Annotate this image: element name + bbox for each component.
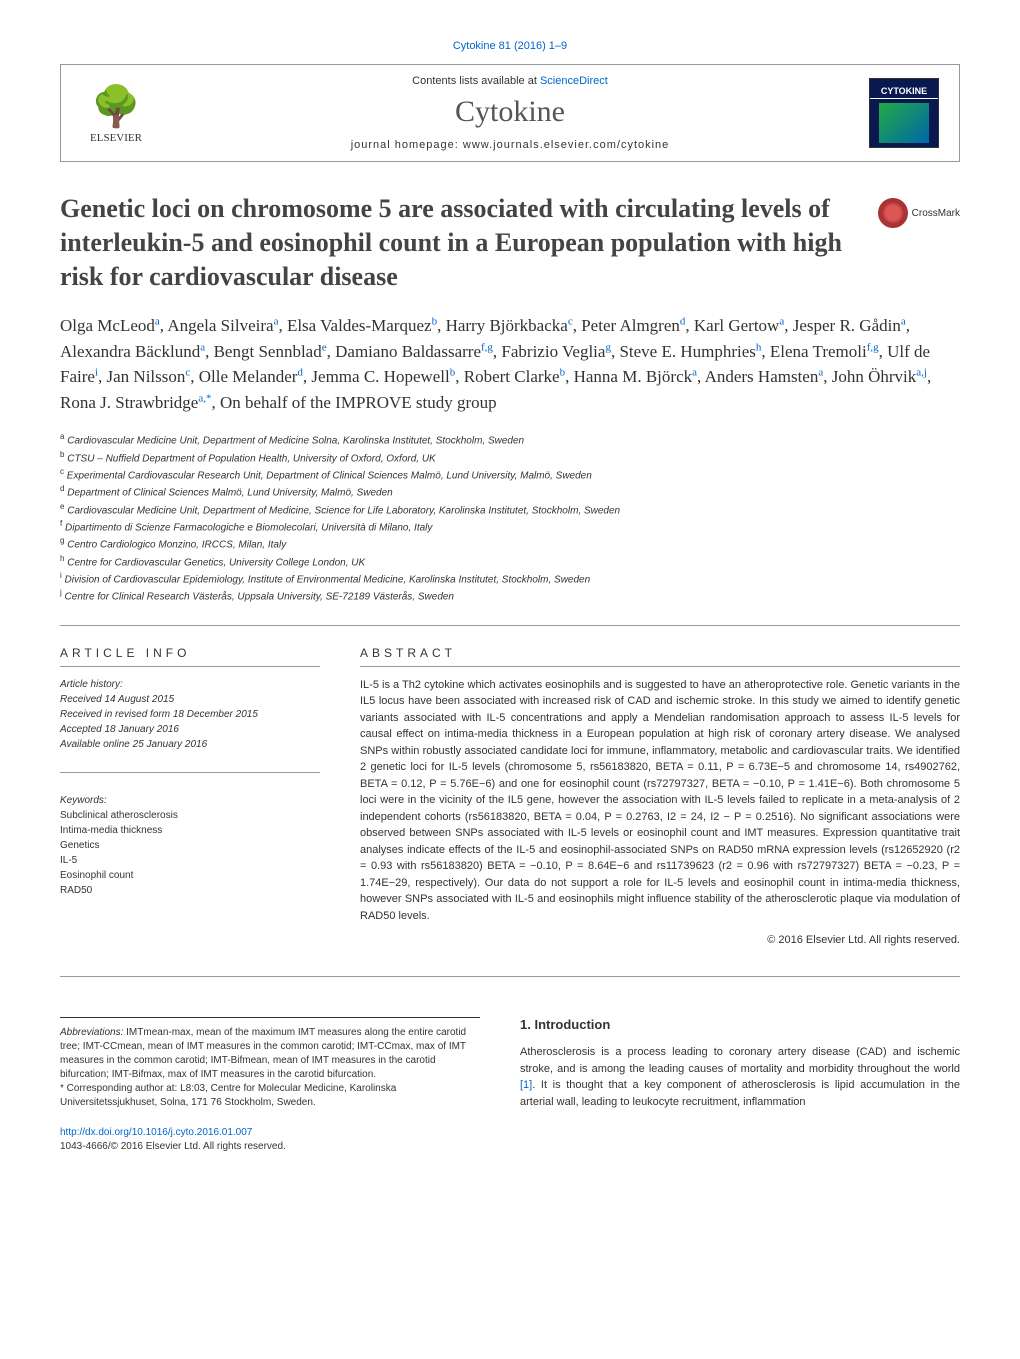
title-row: Genetic loci on chromosome 5 are associa… [60,192,960,293]
footer-right-column: 1. Introduction Atherosclerosis is a pro… [520,1017,960,1154]
keyword: Intima-media thickness [60,823,320,838]
keyword: Subclinical atherosclerosis [60,808,320,823]
homepage-label: journal homepage: [351,139,463,151]
keyword: IL-5 [60,853,320,868]
keyword: RAD50 [60,883,320,898]
abbreviations-block: Abbreviations: IMTmean-max, mean of the … [60,1026,480,1082]
abstract-copyright: © 2016 Elsevier Ltd. All rights reserved… [360,934,960,946]
keyword: Eosinophil count [60,868,320,883]
divider [60,772,320,773]
crossmark-badge[interactable]: CrossMark [878,198,960,228]
abbrev-label: Abbreviations: [60,1027,123,1038]
doi-link[interactable]: http://dx.doi.org/10.1016/j.cyto.2016.01… [60,1126,480,1140]
article-history: Article history: Received 14 August 2015… [60,677,320,752]
abstract-text: IL-5 is a Th2 cytokine which activates e… [360,677,960,925]
info-abstract-row: ARTICLE INFO Article history: Received 1… [60,646,960,947]
elsevier-tree-icon: 🌳 [91,83,141,130]
journal-header-box: 🌳 ELSEVIER Contents lists available at S… [60,64,960,162]
article-info-column: ARTICLE INFO Article history: Received 1… [60,646,320,947]
keywords-label: Keywords: [60,793,320,808]
history-label: Article history: [60,677,320,692]
cytokine-cover-icon: CYTOKINE [869,78,939,148]
article-title: Genetic loci on chromosome 5 are associa… [60,192,858,293]
history-line: Available online 25 January 2016 [60,737,320,752]
keywords-block: Keywords: Subclinical atherosclerosis In… [60,793,320,898]
intro-text: Atherosclerosis is a process leading to … [520,1044,960,1110]
elsevier-text: ELSEVIER [90,132,142,144]
abstract-header: ABSTRACT [360,646,960,667]
history-line: Received in revised form 18 December 201… [60,707,320,722]
footer-left-column: Abbreviations: IMTmean-max, mean of the … [60,1017,480,1154]
citation-line: Cytokine 81 (2016) 1–9 [60,40,960,52]
footer-row: Abbreviations: IMTmean-max, mean of the … [60,1017,960,1154]
crossmark-icon [878,198,908,228]
elsevier-logo: 🌳 ELSEVIER [81,78,151,148]
cytokine-badge-text: CYTOKINE [870,84,938,99]
homepage-url[interactable]: www.journals.elsevier.com/cytokine [463,139,669,151]
contents-line: Contents lists available at ScienceDirec… [151,75,869,87]
article-info-header: ARTICLE INFO [60,646,320,667]
journal-name: Cytokine [151,95,869,129]
sciencedirect-link[interactable]: ScienceDirect [540,75,608,87]
contents-label: Contents lists available at [412,75,540,87]
corresponding-author: * Corresponding author at: L8:03, Centre… [60,1082,480,1110]
header-center: Contents lists available at ScienceDirec… [151,75,869,151]
abstract-column: ABSTRACT IL-5 is a Th2 cytokine which ac… [360,646,960,947]
history-line: Accepted 18 January 2016 [60,722,320,737]
authors-list: Olga McLeoda, Angela Silveiraa, Elsa Val… [60,313,960,415]
journal-homepage: journal homepage: www.journals.elsevier.… [151,139,869,151]
cytokine-cover-image [879,103,929,143]
affiliations-list: a Cardiovascular Medicine Unit, Departme… [60,431,960,604]
issn-line: 1043-4666/© 2016 Elsevier Ltd. All right… [60,1140,480,1154]
crossmark-label: CrossMark [912,208,960,219]
intro-header: 1. Introduction [520,1017,960,1032]
keyword: Genetics [60,838,320,853]
divider [60,625,960,626]
history-line: Received 14 August 2015 [60,692,320,707]
divider [60,976,960,977]
